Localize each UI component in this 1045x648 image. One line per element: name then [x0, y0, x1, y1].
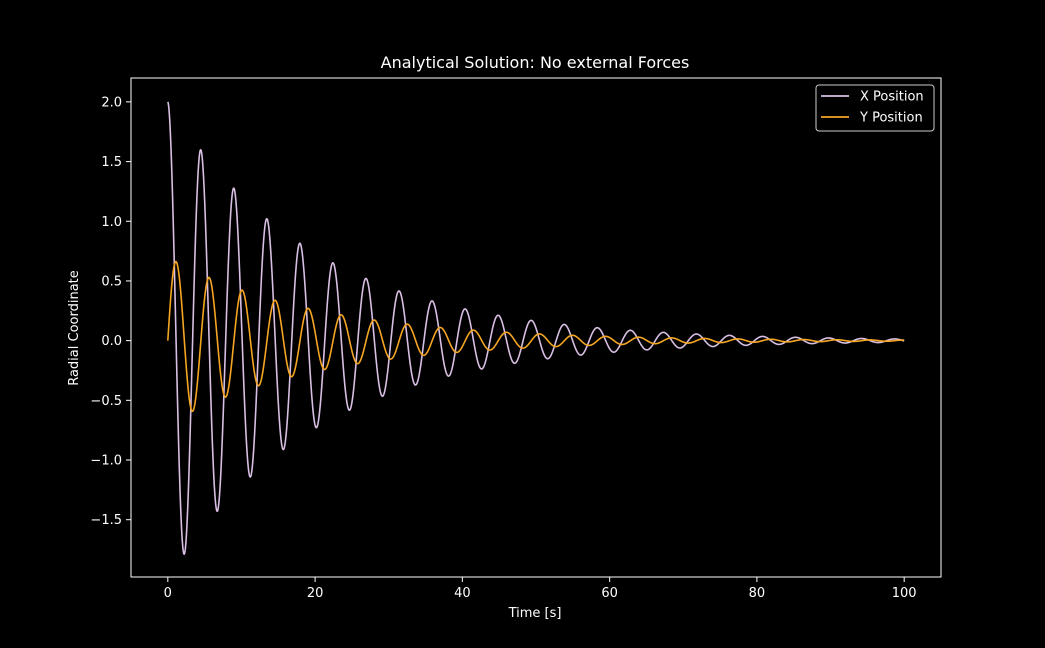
x-tick-label: 80 — [749, 586, 766, 601]
plot-area: 0 20 40 60 80 100 2.0 1.5 1.0 0.5 0.0 −0.5 −1.0 −1.5 — [90, 77, 942, 601]
legend: X Position Y Position — [815, 84, 935, 132]
y-axis-label: Radial Coordinate — [67, 270, 82, 386]
chart-title: Analytical Solution: No external Forces — [381, 53, 690, 72]
x-tick-label: 100 — [892, 586, 917, 601]
x-tick-label: 20 — [307, 586, 324, 601]
y-tick-label: −1.0 — [90, 454, 122, 469]
y-tick-label: 1.0 — [101, 215, 122, 230]
series-line-x-position — [167, 101, 905, 555]
x-axis-label: Time [s] — [508, 606, 562, 621]
x-tick-label: 0 — [164, 586, 172, 601]
y-tick-label: −1.5 — [90, 513, 122, 528]
y-tick-label: 2.0 — [101, 95, 122, 110]
y-tick-label: 1.5 — [101, 155, 122, 170]
legend-label: Y Position — [859, 111, 923, 126]
y-tick-label: 0.5 — [101, 274, 122, 289]
y-tick-label: 0.0 — [101, 334, 122, 349]
x-tick-label: 60 — [601, 586, 618, 601]
axes-frame — [130, 77, 942, 578]
y-tick-label: −0.5 — [90, 394, 122, 409]
series-line-y-position — [167, 260, 905, 413]
x-tick-label: 40 — [454, 586, 471, 601]
legend-label: X Position — [860, 90, 924, 105]
